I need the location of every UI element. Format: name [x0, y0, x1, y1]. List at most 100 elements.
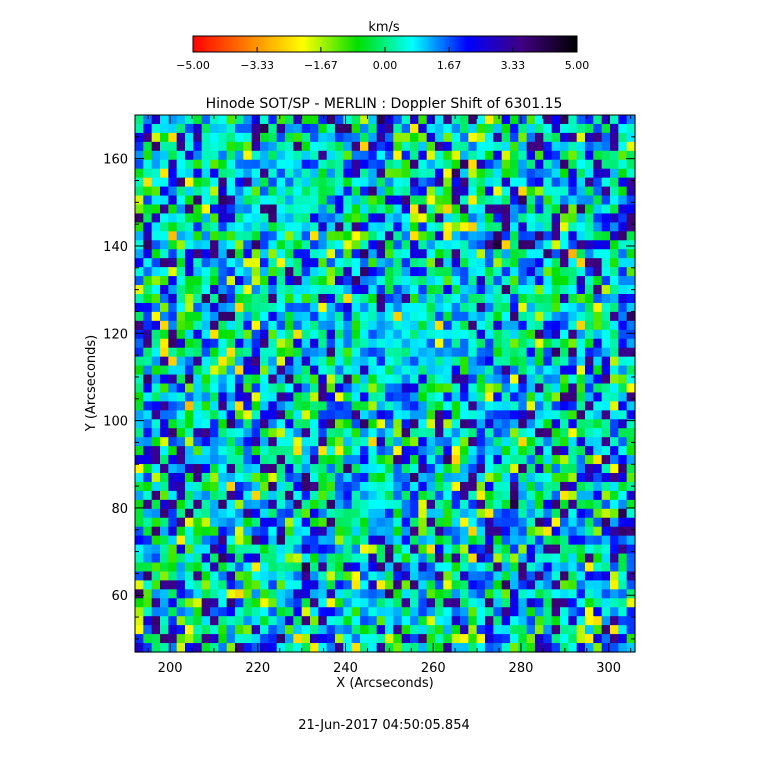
heatmap-cell — [201, 517, 211, 528]
heatmap-cell — [201, 356, 211, 367]
heatmap-cell — [451, 526, 461, 537]
heatmap-cell — [268, 428, 278, 438]
heatmap-cell — [568, 598, 578, 608]
heatmap-cell — [326, 446, 336, 456]
heatmap-cell — [551, 294, 561, 304]
heatmap-cell — [276, 401, 286, 411]
heatmap-cell — [160, 544, 169, 555]
heatmap-cell — [243, 517, 253, 528]
heatmap-cell — [326, 544, 336, 555]
heatmap-cell — [293, 464, 303, 474]
heatmap-cell — [285, 544, 294, 555]
heatmap-cell — [335, 115, 344, 125]
heatmap-cell — [460, 231, 469, 241]
heatmap-cell — [293, 392, 303, 402]
heatmap-cell — [293, 356, 303, 367]
heatmap-cell — [385, 455, 394, 465]
heatmap-cell — [460, 168, 469, 179]
heatmap-cell — [201, 598, 211, 608]
heatmap-cell — [293, 535, 303, 546]
heatmap-cell — [451, 132, 461, 143]
heatmap-cell — [251, 222, 261, 232]
heatmap-cell — [393, 177, 403, 188]
heatmap-cell — [576, 115, 586, 125]
heatmap-cell — [335, 553, 344, 564]
heatmap-cell — [310, 428, 319, 438]
heatmap-cell — [476, 562, 486, 573]
heatmap-cell — [543, 401, 553, 411]
heatmap-cell — [451, 320, 461, 331]
heatmap-cell — [201, 311, 211, 322]
heatmap-cell — [168, 115, 178, 125]
heatmap-cell — [368, 177, 378, 188]
heatmap-cell — [410, 347, 419, 358]
heatmap-cell — [601, 410, 611, 420]
heatmap-cell — [443, 240, 453, 250]
heatmap-cell — [418, 329, 428, 340]
heatmap-cell — [610, 589, 619, 599]
heatmap-cell — [393, 473, 403, 483]
heatmap-cell — [251, 481, 261, 492]
heatmap-cell — [568, 204, 578, 215]
heatmap-cell — [335, 204, 344, 215]
heatmap-cell — [610, 249, 619, 259]
heatmap-cell — [593, 285, 603, 295]
heatmap-cell — [385, 437, 394, 447]
heatmap-cell — [185, 374, 194, 385]
heatmap-cell — [418, 141, 428, 152]
heatmap-cell — [301, 302, 311, 313]
heatmap-cell — [235, 132, 244, 143]
heatmap-cell — [426, 383, 436, 394]
heatmap-cell — [568, 499, 578, 510]
heatmap-cell — [418, 544, 428, 555]
heatmap-cell — [251, 177, 261, 188]
heatmap-cell — [326, 356, 336, 367]
heatmap-cell — [601, 231, 611, 241]
heatmap-cell — [610, 177, 619, 188]
heatmap-cell — [160, 607, 169, 617]
heatmap-cell — [360, 347, 369, 358]
heatmap-cell — [135, 258, 144, 268]
heatmap-cell — [335, 437, 344, 447]
heatmap-cell — [326, 625, 336, 635]
heatmap-cell — [360, 356, 369, 367]
heatmap-cell — [426, 481, 436, 492]
heatmap-cell — [376, 455, 386, 465]
heatmap-cell — [318, 302, 328, 313]
heatmap-cell — [135, 589, 144, 599]
heatmap-cell — [510, 490, 519, 501]
heatmap-cell — [201, 607, 211, 617]
heatmap-cell — [210, 562, 219, 573]
heatmap-cell — [160, 177, 169, 188]
heatmap-cell — [510, 356, 519, 367]
heatmap-cell — [301, 347, 311, 358]
heatmap-cell — [135, 499, 144, 510]
heatmap-cell — [143, 195, 153, 206]
heatmap-cell — [568, 213, 578, 223]
heatmap-cell — [568, 276, 578, 286]
heatmap-cell — [435, 374, 444, 385]
heatmap-cell — [551, 276, 561, 286]
heatmap-cell — [485, 356, 494, 367]
heatmap-cell — [593, 141, 603, 152]
heatmap-cell — [560, 490, 569, 501]
heatmap-cell — [626, 132, 636, 143]
heatmap-cell — [351, 267, 361, 277]
heatmap-cell — [385, 392, 394, 402]
heatmap-cell — [210, 553, 219, 564]
heatmap-cell — [568, 481, 578, 492]
heatmap-cell — [576, 177, 586, 188]
heatmap-cell — [285, 535, 294, 546]
heatmap-cell — [226, 634, 236, 644]
heatmap-cell — [576, 490, 586, 501]
heatmap-cell — [318, 258, 328, 268]
heatmap-cell — [368, 446, 378, 456]
heatmap-cell — [493, 428, 503, 438]
heatmap-cell — [593, 446, 603, 456]
heatmap-cell — [318, 338, 328, 349]
heatmap-cell — [393, 437, 403, 447]
heatmap-cell — [376, 267, 386, 277]
heatmap-cell — [143, 517, 153, 528]
heatmap-cell — [176, 285, 186, 295]
heatmap-cell — [410, 490, 419, 501]
